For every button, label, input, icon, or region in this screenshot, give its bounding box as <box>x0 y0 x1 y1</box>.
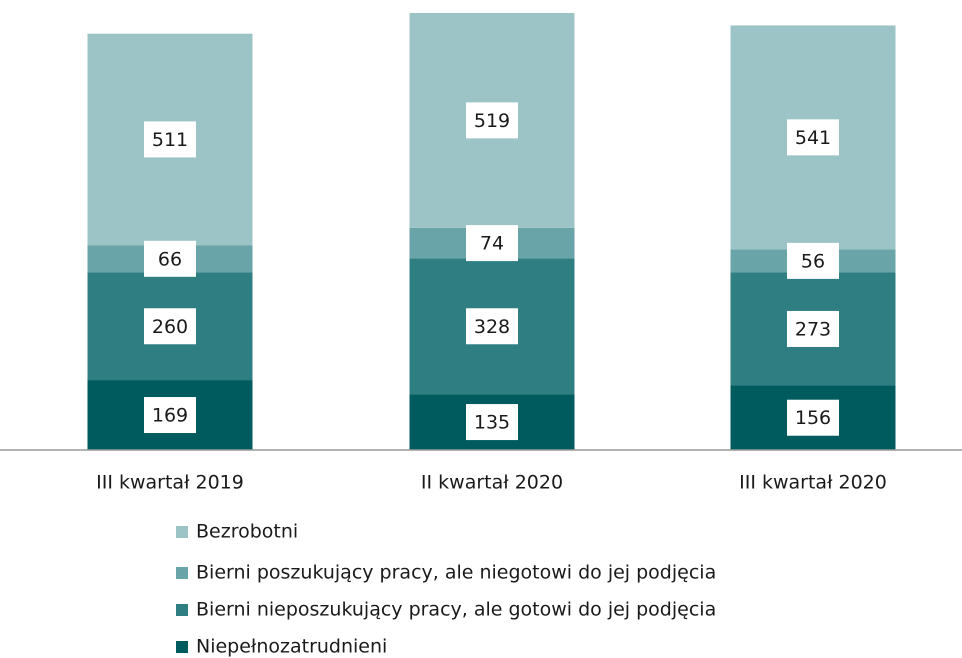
label-box <box>787 242 839 279</box>
label-box <box>144 121 196 158</box>
data-label: 156 <box>795 407 831 429</box>
legend-label: Bierni poszukujący pracy, ale niegotowi … <box>196 562 716 584</box>
data-label: 541 <box>795 127 831 149</box>
legend-swatch <box>176 526 188 538</box>
label-box <box>787 310 839 347</box>
label-box <box>144 397 196 434</box>
data-label: 519 <box>474 110 510 132</box>
data-label: 328 <box>474 316 510 338</box>
x-tick-label: III kwartał 2020 <box>739 472 887 494</box>
x-tick-label: III kwartał 2019 <box>96 472 244 494</box>
label-box <box>466 225 518 262</box>
legend-label: Bezrobotni <box>196 521 298 543</box>
label-box <box>787 119 839 156</box>
label-box <box>144 240 196 277</box>
label-box <box>466 102 518 139</box>
legend-label: Niepełnozatrudnieni <box>196 636 387 658</box>
data-label: 135 <box>474 412 510 434</box>
data-label: 74 <box>480 233 504 255</box>
data-label: 66 <box>158 248 182 270</box>
label-box <box>466 404 518 441</box>
legend-swatch <box>176 604 188 616</box>
data-label: 273 <box>795 318 831 340</box>
data-label: 260 <box>152 316 188 338</box>
legend-label: Bierni nieposzukujący pracy, ale gotowi … <box>196 599 716 621</box>
data-label: 56 <box>801 250 825 272</box>
x-tick-label: II kwartał 2020 <box>421 472 563 494</box>
label-box <box>787 399 839 436</box>
data-label: 511 <box>152 129 188 151</box>
legend-swatch <box>176 641 188 653</box>
legend-swatch <box>176 567 188 579</box>
label-box <box>466 308 518 345</box>
label-box <box>144 308 196 345</box>
data-label: 169 <box>152 405 188 427</box>
